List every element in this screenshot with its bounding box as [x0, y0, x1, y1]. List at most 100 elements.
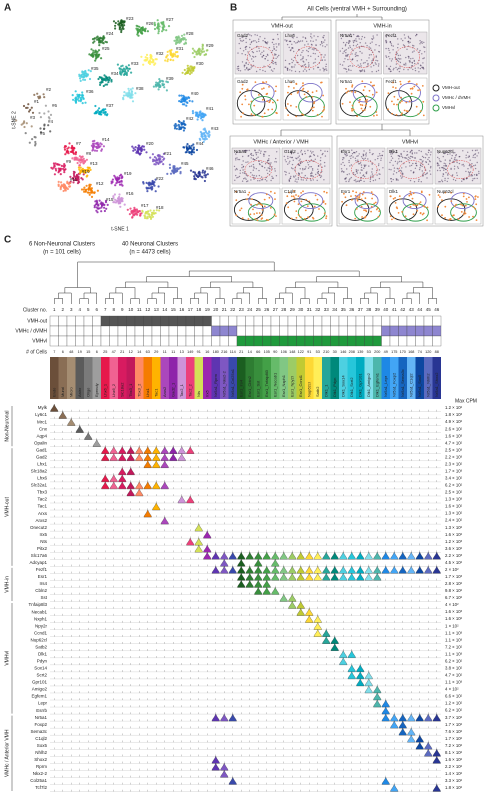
ish-signal — [270, 179, 272, 182]
ish-signal — [368, 165, 370, 167]
tsne-point — [84, 159, 87, 163]
violin — [254, 565, 263, 574]
ish-signal — [456, 166, 459, 168]
cell-dot — [412, 203, 415, 206]
ish-signal — [352, 156, 354, 158]
ish-signal — [360, 164, 363, 166]
tsne-point — [174, 36, 178, 39]
ish-signal — [261, 161, 263, 163]
header: 6 Non-Neuronal Clusters — [29, 242, 95, 248]
tsne-point — [93, 40, 96, 43]
tsne-point — [186, 101, 189, 104]
gene-name: Necab1 — [31, 609, 47, 614]
ish-signal — [236, 177, 238, 179]
gene-name: Esr1 — [38, 574, 48, 579]
ish-signal — [253, 167, 255, 169]
ish-signal — [319, 44, 322, 46]
tsne-point — [189, 151, 192, 154]
ish-signal — [312, 62, 315, 64]
ish-signal — [399, 169, 402, 172]
cluster-label: #9 — [66, 159, 72, 164]
max-cpm: 1.7 × 10³ — [445, 468, 463, 473]
cell-dot — [261, 98, 264, 101]
ish-signal — [302, 36, 304, 38]
ish-signal — [397, 57, 399, 60]
membership-cell — [134, 315, 144, 327]
cell-dot — [295, 115, 298, 118]
tsne-point — [151, 58, 154, 61]
ish-signal — [363, 150, 365, 152]
ish-signal — [421, 155, 424, 158]
ish-signal — [242, 172, 244, 174]
cell-dot — [275, 215, 277, 218]
ish-signal — [247, 180, 249, 182]
gene-name: Aqp4 — [36, 433, 47, 438]
panel-label: A — [4, 3, 11, 14]
ish-signal — [252, 60, 254, 62]
tsne-point — [22, 104, 26, 108]
ish-signal — [251, 154, 253, 156]
membership-cell — [177, 315, 187, 327]
cell-dot — [241, 217, 244, 220]
tsne-point — [118, 193, 121, 196]
tsne-point — [97, 207, 100, 210]
ish-signal — [409, 151, 411, 154]
ish-signal — [263, 50, 265, 52]
dendrogram — [316, 276, 402, 282]
cell-dot — [273, 213, 276, 216]
tsne-point — [55, 169, 58, 172]
ish-signal — [409, 157, 411, 160]
tsne-point — [120, 23, 124, 27]
cell-dot — [341, 102, 344, 105]
violin — [296, 551, 305, 560]
violin — [279, 565, 288, 574]
membership-cell — [279, 335, 289, 347]
ish-signal — [372, 58, 374, 60]
ish-signal — [349, 165, 351, 167]
cell-dot — [369, 105, 372, 108]
tsne-point — [100, 210, 103, 213]
cluster-number: 46 — [434, 307, 440, 312]
tsne-point — [89, 191, 92, 194]
ish-signal — [340, 168, 343, 170]
cluster-number: 42 — [400, 307, 406, 312]
vmh-outline — [399, 160, 426, 179]
tsne-point — [104, 113, 107, 116]
ish-signal — [267, 172, 269, 175]
membership-cell — [49, 315, 59, 327]
ish-signal — [311, 175, 313, 177]
max-cpm: 2.8 × 10² — [445, 581, 463, 586]
ish-signal — [251, 40, 253, 43]
cell-dot — [355, 197, 358, 200]
tsne-point — [120, 30, 123, 34]
violin — [101, 481, 110, 490]
membership-cell — [381, 335, 391, 347]
cell-dot — [396, 207, 399, 210]
membership-cell — [202, 325, 212, 337]
cluster-label: #46 — [206, 166, 214, 171]
cell-dot — [462, 195, 465, 198]
cell-dot — [263, 205, 266, 208]
cluster-number: 6 — [95, 307, 98, 312]
ish-signal — [441, 179, 443, 181]
cell-dot — [302, 114, 305, 116]
ish-signal — [239, 38, 241, 40]
gene-name: Lhx1 — [37, 461, 47, 466]
membership-cell — [185, 325, 195, 337]
ish-signal — [249, 68, 251, 71]
cell-dot — [444, 205, 447, 208]
ish-signal — [401, 155, 403, 157]
ish-signal — [368, 57, 370, 59]
violin — [390, 551, 399, 560]
region-vmhvl — [297, 203, 326, 222]
ish-signal — [349, 46, 352, 49]
cluster-color — [271, 357, 280, 399]
ish-signal — [443, 162, 445, 164]
violin — [228, 551, 237, 560]
ish-signal — [298, 71, 301, 73]
cell-dot — [453, 205, 456, 208]
ish-signal — [422, 156, 425, 159]
gene-label: Gad2 — [237, 33, 249, 38]
cell-dot — [468, 196, 470, 199]
